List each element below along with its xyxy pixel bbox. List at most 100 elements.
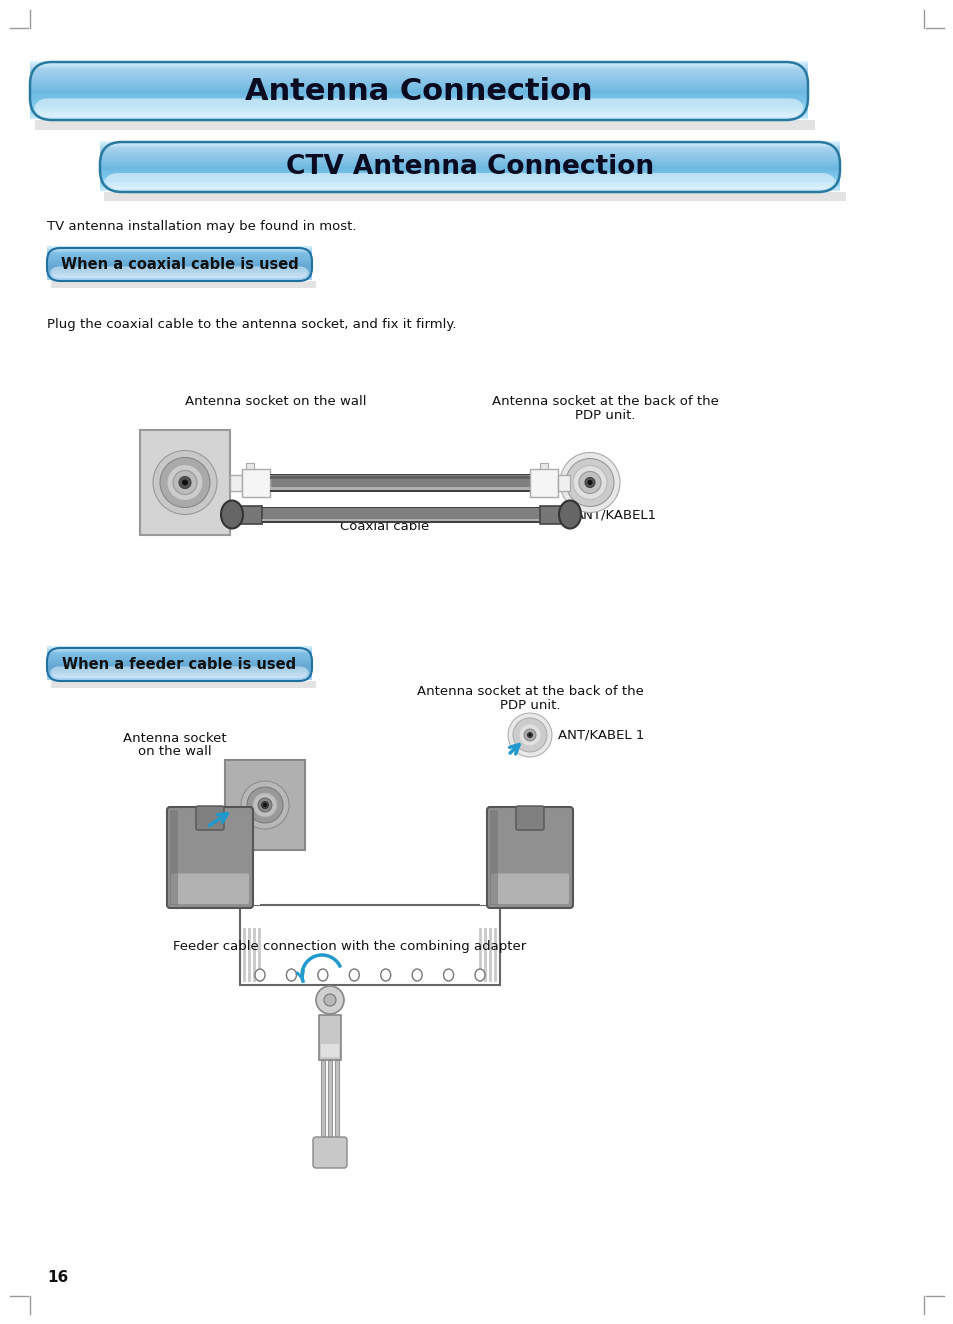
Bar (30, 75, 807, 78)
Bar (51, 281, 315, 289)
Bar (30, 98, 807, 99)
Bar (47, 275, 312, 277)
Bar (47, 271, 312, 273)
Bar (47, 260, 312, 261)
Bar (30, 97, 807, 98)
Bar (494, 928, 497, 982)
Circle shape (179, 477, 191, 489)
Bar (335, 1061, 338, 1140)
FancyBboxPatch shape (516, 806, 543, 830)
Bar (30, 101, 807, 102)
Bar (140, 430, 230, 535)
Bar (47, 673, 312, 674)
Text: on the wall: on the wall (138, 745, 212, 759)
Circle shape (513, 718, 546, 752)
Bar (100, 187, 840, 188)
Bar (47, 246, 312, 248)
Bar (100, 159, 840, 160)
FancyBboxPatch shape (195, 806, 224, 830)
Bar (30, 105, 807, 106)
Bar (30, 89, 807, 90)
Bar (539, 462, 547, 469)
Bar (30, 91, 807, 93)
FancyBboxPatch shape (104, 173, 835, 189)
Circle shape (263, 804, 266, 806)
Circle shape (261, 801, 268, 809)
Circle shape (518, 724, 540, 745)
Ellipse shape (317, 969, 328, 981)
Bar (100, 152, 840, 154)
Bar (100, 156, 840, 158)
Bar (100, 173, 840, 175)
Text: Feeder cable connection with the combining adapter: Feeder cable connection with the combini… (173, 940, 526, 953)
Bar (47, 678, 312, 681)
Bar (100, 160, 840, 162)
Bar (30, 117, 807, 118)
Bar (100, 148, 840, 150)
Bar (30, 90, 807, 91)
Bar (30, 61, 807, 64)
Ellipse shape (558, 500, 580, 528)
Text: When a coaxial cable is used: When a coaxial cable is used (61, 257, 298, 271)
Circle shape (573, 466, 606, 499)
Bar (100, 150, 840, 151)
Bar (100, 147, 840, 148)
Text: Plug the coaxial cable to the antenna socket, and fix it firmly.: Plug the coaxial cable to the antenna so… (47, 318, 456, 331)
Text: ANT/KABEL 1: ANT/KABEL 1 (558, 728, 643, 741)
Bar (30, 109, 807, 110)
Bar (47, 262, 312, 263)
Bar (100, 158, 840, 159)
Bar (100, 147, 840, 148)
Bar (47, 274, 312, 275)
Bar (30, 69, 807, 70)
FancyBboxPatch shape (313, 1137, 347, 1168)
Bar (30, 95, 807, 97)
FancyBboxPatch shape (171, 874, 249, 904)
Bar (30, 90, 807, 91)
Bar (30, 94, 807, 95)
Bar (100, 164, 840, 166)
Circle shape (584, 478, 595, 487)
Bar (100, 181, 840, 183)
Bar (47, 654, 312, 655)
Bar (47, 257, 312, 258)
Bar (47, 256, 312, 257)
Bar (242, 469, 270, 496)
Bar (47, 646, 312, 647)
Bar (30, 114, 807, 115)
Bar (47, 674, 312, 675)
Bar (100, 189, 840, 191)
Bar (47, 649, 312, 650)
Bar (47, 273, 312, 274)
Bar (47, 248, 312, 249)
Bar (100, 151, 840, 152)
FancyBboxPatch shape (34, 98, 803, 117)
Bar (243, 928, 246, 982)
Bar (30, 110, 807, 111)
Bar (30, 93, 807, 94)
Bar (47, 651, 312, 653)
FancyBboxPatch shape (491, 874, 568, 904)
Bar (100, 163, 840, 164)
Text: Antenna Connection: Antenna Connection (245, 77, 592, 106)
Ellipse shape (443, 969, 453, 981)
Bar (47, 658, 312, 661)
Ellipse shape (412, 969, 421, 981)
Bar (47, 667, 312, 669)
Bar (47, 269, 312, 270)
Bar (47, 663, 312, 665)
Bar (30, 61, 807, 62)
Bar (30, 86, 807, 89)
Bar (30, 102, 807, 103)
Bar (100, 177, 840, 179)
Bar (100, 164, 840, 167)
Bar (100, 167, 840, 168)
Bar (100, 169, 840, 171)
Bar (47, 671, 312, 674)
Bar (100, 155, 840, 156)
Bar (47, 670, 312, 671)
Bar (47, 658, 312, 659)
Bar (30, 99, 807, 101)
Ellipse shape (254, 969, 265, 981)
Text: When a feeder cable is used: When a feeder cable is used (62, 657, 296, 673)
